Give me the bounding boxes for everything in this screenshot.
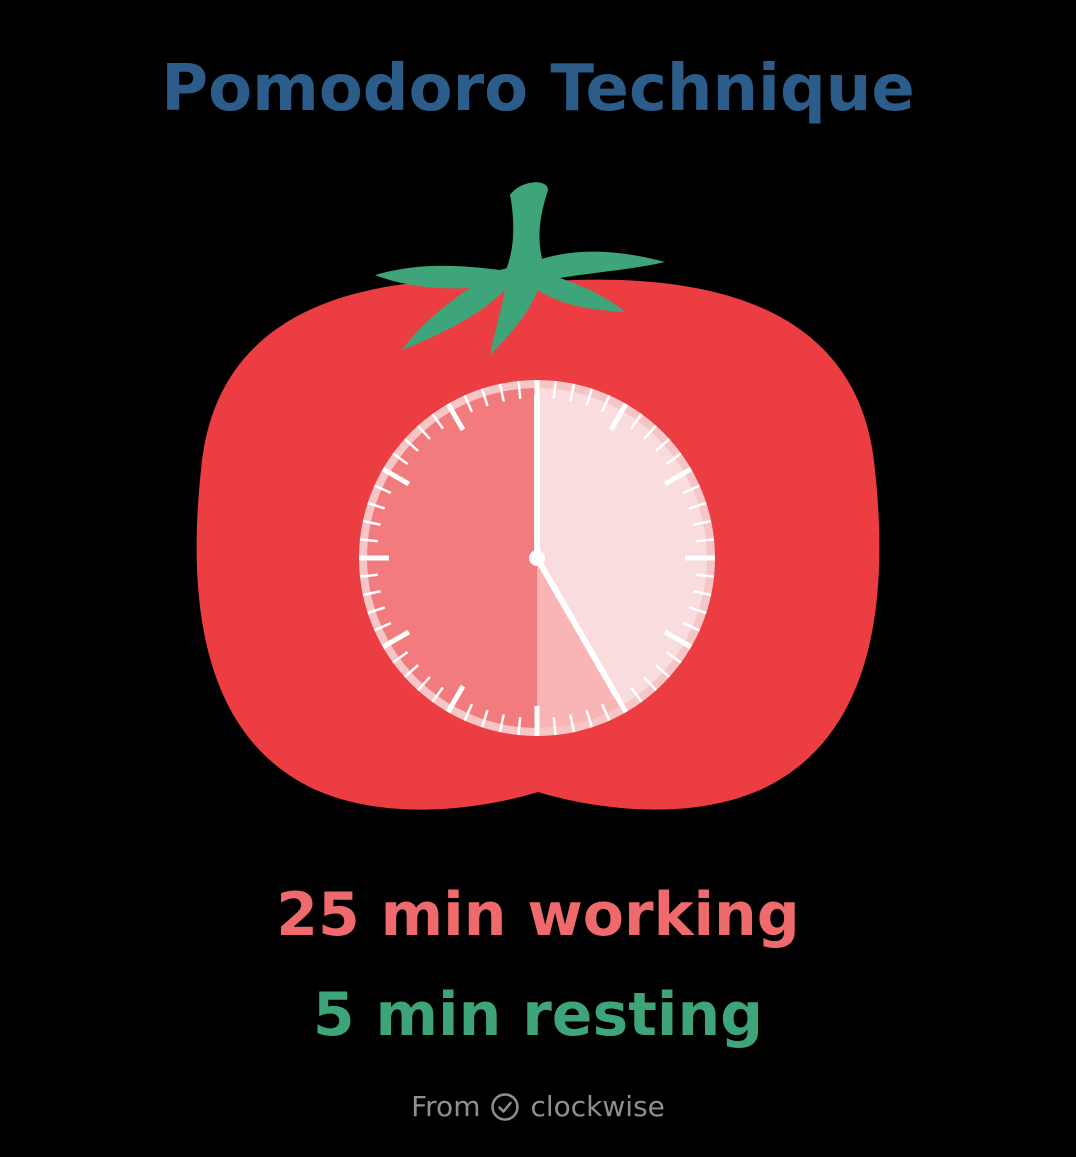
minor-tick [600,394,611,413]
major-tick [663,466,693,487]
minor-tick [693,590,712,597]
clock-center [529,550,545,566]
credit-prefix: From [411,1090,481,1123]
minor-tick [403,664,419,679]
minor-tick [682,484,701,495]
minor-tick [695,573,715,578]
minor-tick [630,413,643,430]
minor-tick [403,437,419,452]
check-circle-icon [491,1092,520,1121]
minor-tick [480,388,489,407]
major-tick [381,629,411,650]
minor-tick [463,394,474,413]
tomato-leaves [375,182,665,355]
minor-tick [367,606,386,615]
minor-tick [630,686,643,703]
minor-tick [517,380,522,400]
minor-tick [480,709,489,728]
minor-tick [655,664,671,679]
minor-tick [695,538,715,543]
minor-tick [585,709,594,728]
minor-tick [517,716,522,736]
minor-tick [693,519,712,526]
minor-tick [600,703,611,722]
minor-tick [552,716,557,736]
minor-tick [682,621,701,632]
minor-tick [643,424,658,440]
minor-tick [359,538,379,543]
minor-tick [665,452,682,465]
minor-tick [431,686,444,703]
minor-tick [367,501,386,510]
minor-tick [552,380,557,400]
minor-tick [359,573,379,578]
minor-tick [392,651,409,664]
work-duration-text: 25 min working [276,880,800,950]
page-title: Pomodoro Technique [161,52,915,126]
minor-tick [416,424,431,440]
minor-tick [392,452,409,465]
major-tick [445,684,466,714]
minor-tick [431,413,444,430]
minor-tick [373,621,392,632]
rest-duration-text: 5 min resting [312,980,764,1050]
minor-tick [463,703,474,722]
minor-tick [362,590,381,597]
minor-tick [362,519,381,526]
minor-tick [688,606,707,615]
minor-tick [569,383,576,402]
major-tick [381,466,411,487]
minor-tick [665,651,682,664]
minor-tick [643,676,658,692]
minor-tick [585,388,594,407]
minor-tick [655,437,671,452]
credit: From clockwise [0,1090,1076,1123]
hour-hand [534,555,620,700]
minor-tick [373,484,392,495]
minor-tick [688,501,707,510]
minor-tick [569,714,576,733]
work-sector [367,388,537,728]
major-tick [663,629,693,650]
clock [359,380,715,736]
minor-tick [498,714,505,733]
major-tick [445,402,466,432]
minor-tick [498,383,505,402]
credit-brand: clockwise [530,1090,665,1123]
minor-tick [416,676,431,692]
major-tick [608,402,629,432]
